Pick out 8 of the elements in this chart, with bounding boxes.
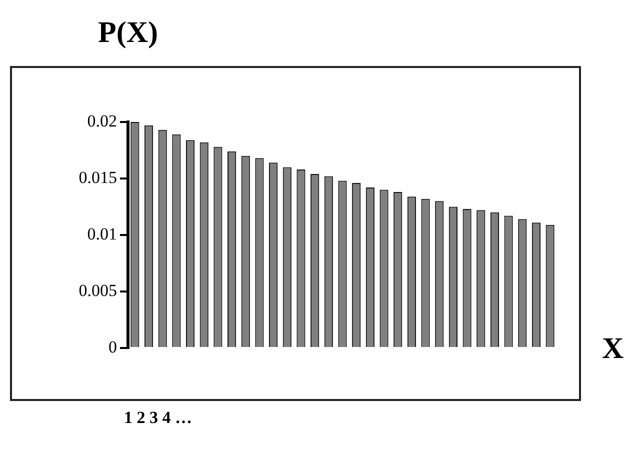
- y-tick-label: 0.005: [78, 280, 117, 300]
- y-tick-label: 0.02: [87, 111, 117, 130]
- text: 1 2 3 4 …: [124, 408, 192, 428]
- chart-title: P(X): [98, 16, 158, 50]
- x-axis-title: X: [602, 332, 624, 366]
- y-tick-label: 0.015: [78, 168, 117, 187]
- y-tick-label: 0.01: [87, 224, 117, 244]
- y-tick-label: 0: [108, 337, 117, 356]
